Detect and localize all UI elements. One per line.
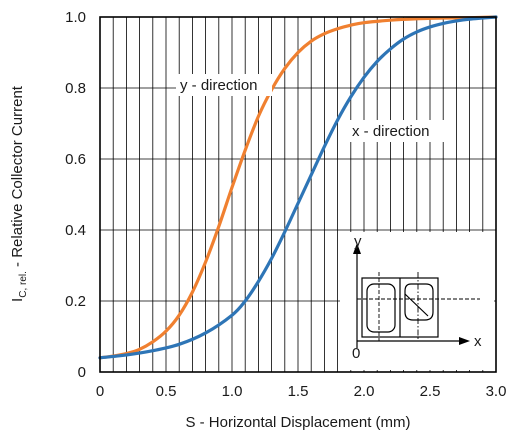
y-tick-label: 0 <box>78 364 86 381</box>
x-tick-label: 0 <box>96 383 104 400</box>
x-tick-label: 2.0 <box>354 383 375 400</box>
inset-background <box>340 232 494 370</box>
y-direction-label: y - direction <box>180 77 258 94</box>
x-direction-label: x - direction <box>352 123 430 140</box>
y-axis-title-subscript: C, rel. <box>18 271 29 298</box>
inset-x-label: x <box>474 333 482 350</box>
x-tick-label: 2.5 <box>420 383 441 400</box>
inset-y-label: y <box>354 233 362 250</box>
y-tick-label: 0.4 <box>65 222 86 239</box>
inset-origin-label: 0 <box>352 345 360 362</box>
x-tick-label: 0.5 <box>156 383 177 400</box>
inset-diagram: y x 0 <box>340 232 494 370</box>
x-tick-label: 1.0 <box>222 383 243 400</box>
y-tick-label: 1.0 <box>65 9 86 26</box>
x-tick-label: 3.0 <box>486 383 507 400</box>
y-tick-label: 0.6 <box>65 151 86 168</box>
y-tick-label: 0.2 <box>65 293 86 310</box>
y-axis-title-rest: - Relative Collector Current <box>9 85 26 271</box>
x-tick-label: 1.5 <box>288 383 309 400</box>
y-tick-label: 0.8 <box>65 80 86 97</box>
x-axis-title: S - Horizontal Displacement (mm) <box>185 414 410 431</box>
